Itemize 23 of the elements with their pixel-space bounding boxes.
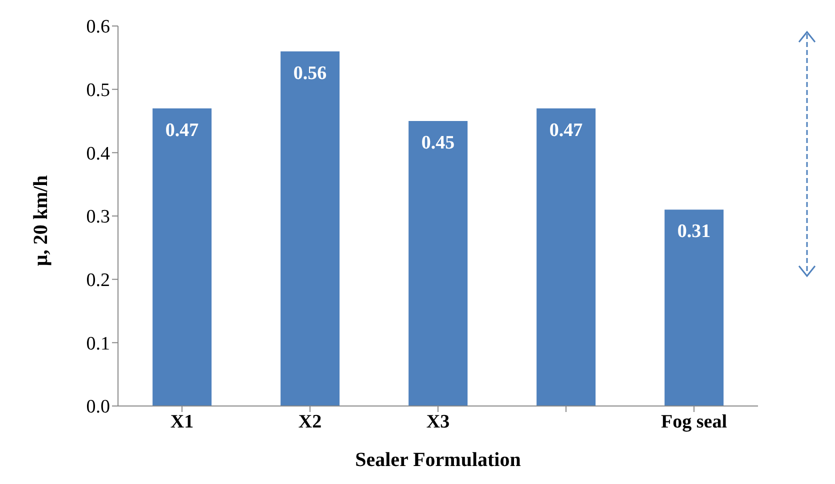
- y-tick-label: 0.5: [86, 80, 110, 102]
- bar: [536, 108, 596, 406]
- bar: [280, 51, 340, 406]
- y-axis-title: μ, 20 km/h: [30, 175, 52, 266]
- data-label: 0.47: [549, 120, 584, 141]
- data-label: 0.31: [677, 221, 711, 242]
- x-tick-label: X2: [298, 411, 322, 432]
- x-axis-title: Sealer Formulation: [355, 449, 521, 471]
- bar: [664, 210, 724, 406]
- data-label: 0.56: [293, 62, 327, 84]
- y-tick-label: 0.0: [86, 396, 110, 418]
- y-tick-label: 0.4: [86, 143, 110, 164]
- x-tick-label: X1: [170, 411, 194, 432]
- y-tick-label: 0.6: [86, 16, 110, 38]
- x-tick-label: Fog seal: [661, 411, 727, 432]
- data-label: 0.45: [421, 132, 455, 154]
- y-tick-label: 0.3: [86, 206, 110, 228]
- data-label: 0.47: [165, 120, 200, 141]
- bar: [152, 108, 212, 406]
- y-tick-label: 0.1: [86, 333, 110, 354]
- bar: [408, 121, 468, 406]
- y-tick-label: 0.2: [86, 270, 110, 292]
- x-tick-label: X3: [426, 411, 450, 432]
